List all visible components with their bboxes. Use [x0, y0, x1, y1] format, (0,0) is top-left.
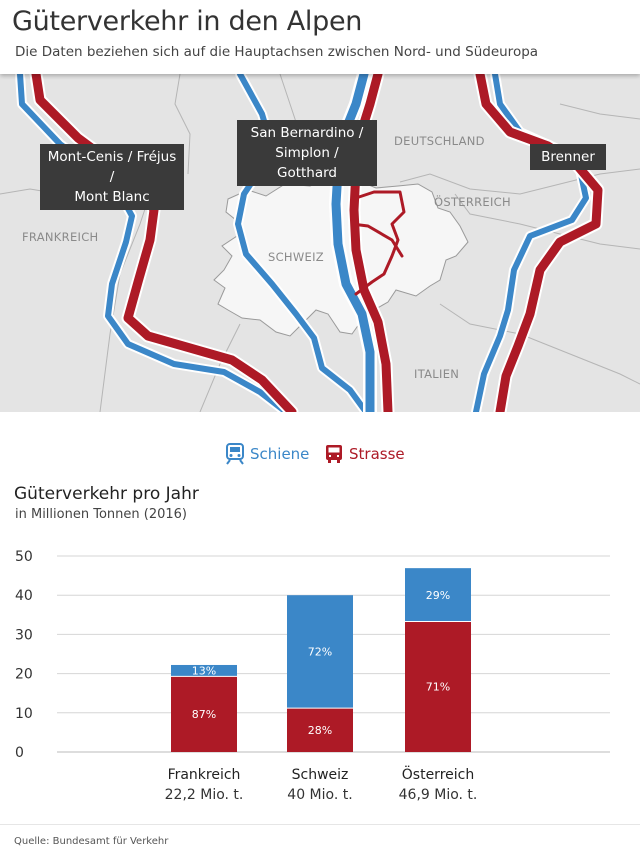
callout-brenner: Brenner	[530, 144, 606, 170]
country-label-schweiz: SCHWEIZ	[268, 250, 324, 264]
page-title: Güterverkehr in den Alpen	[12, 6, 363, 37]
bar-value-label: 28%	[308, 724, 332, 737]
y-tick-label: 0	[15, 745, 24, 761]
callout-mont-cenis: Mont-Cenis / Fréjus / Mont Blanc	[40, 144, 184, 210]
page-subtitle: Die Daten beziehen sich auf die Hauptach…	[15, 44, 539, 60]
bar-chart-svg: 0 10 20 30 40 50 87% 13% Frankreich 22,2 Mio. t. 2…	[15, 549, 610, 803]
callout-san-bernardino: San Bernardino / Simplon / Gotthard	[237, 120, 377, 186]
divider	[0, 824, 640, 825]
callout-san-bernardino-line1: San Bernardino /	[250, 125, 364, 141]
x-category-label: Frankreich	[168, 767, 241, 783]
bar-road	[171, 676, 237, 752]
callout-brenner-text: Brenner	[541, 149, 595, 165]
header: Güterverkehr in den Alpen Die Daten bezi…	[0, 0, 640, 74]
legend-item-road: Strasse	[325, 442, 405, 466]
train-icon	[226, 443, 244, 465]
chart-title: Güterverkehr pro Jahr	[14, 484, 199, 504]
y-tick-label: 10	[15, 706, 33, 722]
bar-rail	[171, 664, 237, 677]
y-tick-label: 30	[15, 627, 33, 643]
y-tick-label: 40	[15, 588, 33, 604]
y-tick-label: 20	[15, 667, 33, 683]
bar-value-label: 87%	[192, 708, 216, 721]
x-total-label: 40 Mio. t.	[287, 787, 352, 803]
country-label-frankreich: FRANKREICH	[22, 230, 99, 244]
x-total-label: 22,2 Mio. t.	[165, 787, 244, 803]
bar-road	[287, 708, 353, 752]
legend-item-rail: Schiene	[226, 442, 309, 466]
bar-rail	[405, 568, 471, 622]
chart-subtitle: in Millionen Tonnen (2016)	[15, 507, 187, 522]
bar-rail	[287, 595, 353, 709]
callout-mont-cenis-line2: Mont Blanc	[74, 189, 150, 205]
bar-value-label: 13%	[192, 665, 216, 678]
x-category-label: Österreich	[402, 765, 474, 783]
x-category-label: Schweiz	[292, 767, 349, 783]
legend: Schiene Strasse	[0, 442, 640, 466]
callout-san-bernardino-line2: Simplon / Gotthard	[275, 145, 339, 181]
legend-label-rail: Schiene	[250, 445, 310, 463]
bar-road	[405, 621, 471, 752]
country-label-italien: ITALIEN	[414, 367, 460, 381]
bar-chart: 0 10 20 30 40 50 87% 13% Frankreich 22,2 Mio. t. 2…	[0, 540, 640, 820]
country-label-deutschland: DEUTSCHLAND	[394, 134, 485, 148]
truck-icon	[326, 445, 342, 463]
x-total-label: 46,9 Mio. t.	[399, 787, 478, 803]
legend-label-road: Strasse	[349, 445, 405, 463]
y-tick-label: 50	[15, 549, 33, 565]
source-note: Quelle: Bundesamt für Verkehr	[14, 836, 169, 847]
alps-map: FRANKREICH SCHWEIZ DEUTSCHLAND ÖSTERREIC…	[0, 67, 640, 419]
bar-value-label: 72%	[308, 646, 332, 659]
bar-value-label: 71%	[426, 681, 450, 694]
callout-mont-cenis-line1: Mont-Cenis / Fréjus /	[47, 149, 177, 185]
bar-value-label: 29%	[426, 589, 450, 602]
country-label-oesterreich: ÖSTERREICH	[434, 195, 511, 209]
